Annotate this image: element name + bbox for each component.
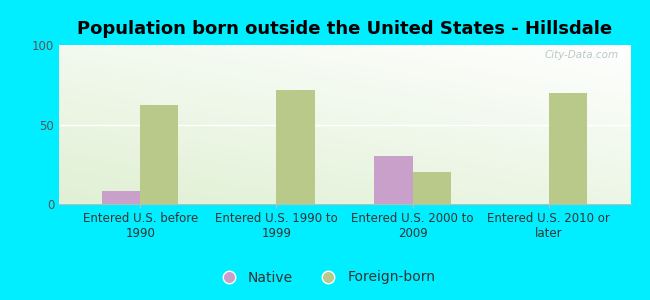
Bar bbox=[413, 172, 450, 204]
Text: City-Data.com: City-Data.com bbox=[545, 50, 619, 60]
Bar bbox=[549, 93, 587, 204]
Title: Population born outside the United States - Hillsdale: Population born outside the United State… bbox=[77, 20, 612, 38]
Bar bbox=[102, 191, 140, 204]
Bar bbox=[276, 89, 315, 204]
Bar bbox=[140, 105, 178, 204]
Legend: Native, Foreign-born: Native, Foreign-born bbox=[209, 265, 441, 290]
Bar bbox=[374, 156, 413, 204]
